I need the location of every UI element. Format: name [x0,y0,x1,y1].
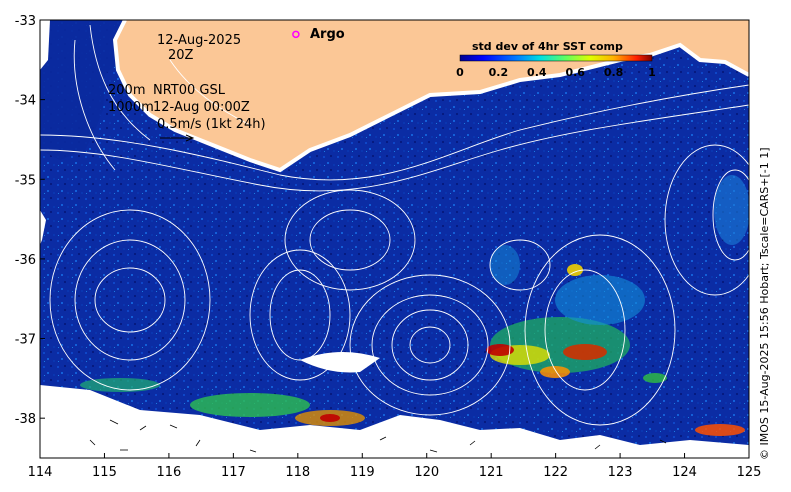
colorbar-tick-label: 0.8 [604,66,624,79]
x-tick-label: 121 [479,465,504,480]
argo-label: Argo [310,27,345,42]
colorbar-tick-label: 0 [456,66,464,79]
analysis-time-label: 12-Aug 00:00Z [153,100,250,115]
y-axis: -33 -34 -35 -36 -37 -38 [15,14,45,427]
colorbar-tick-label: 0.2 [489,66,509,79]
depth-label-200: 200m [108,83,145,98]
y-tick-label: -38 [15,412,36,427]
variability-patches [80,175,749,436]
map-area [40,20,749,458]
x-tick-label: 122 [543,465,568,480]
source-label: NRT00 GSL [153,83,226,98]
x-axis: 114 115 116 117 118 119 120 121 122 123 124 125 [28,453,762,480]
colorbar-gradient [459,54,653,62]
x-tick-label: 114 [28,465,53,480]
time-label: 20Z [168,48,194,63]
y-tick-label: -37 [15,333,36,348]
x-tick-label: 117 [221,465,246,480]
colorbar-tick-label: 0.4 [527,66,547,79]
x-tick-label: 124 [672,465,697,480]
contours [40,24,749,426]
colorbar-title: std dev of 4hr SST comp [472,40,623,53]
y-tick-label: -34 [15,94,36,109]
x-tick-label: 120 [414,465,439,480]
x-tick-label: 116 [156,465,181,480]
x-tick-label: 119 [350,465,375,480]
colorbar-tick-label: 1 [648,66,656,79]
no-data-region [40,385,749,458]
colorbar: std dev of 4hr SST comp 0 0.2 0.4 0.6 0.8 1 [456,40,656,79]
current-vectors [89,419,667,453]
x-tick-label: 115 [92,465,117,480]
credit-text: © IMOS 15-Aug-2025 15:56 Hobart; Tscale=… [758,147,771,460]
x-tick-label: 123 [608,465,633,480]
x-tick-label: 118 [285,465,310,480]
y-tick-label: -35 [15,173,36,188]
vector-scale-label: 0.5m/s (1kt 24h) [157,117,266,132]
coastline [112,20,749,173]
scale-arrow-icon [160,134,195,142]
y-tick-label: -33 [15,14,36,29]
plot-frame [39,19,750,459]
depth-label-1000: 1000m [108,100,154,115]
colorbar-ticks: 0 0.2 0.4 0.6 0.8 1 [456,66,656,79]
y-tick-label: -36 [15,253,36,268]
argo-marker-icon [292,30,300,39]
colorbar-tick-label: 0.6 [565,66,585,79]
date-label: 12-Aug-2025 [157,33,241,48]
x-tick-label: 125 [737,465,762,480]
